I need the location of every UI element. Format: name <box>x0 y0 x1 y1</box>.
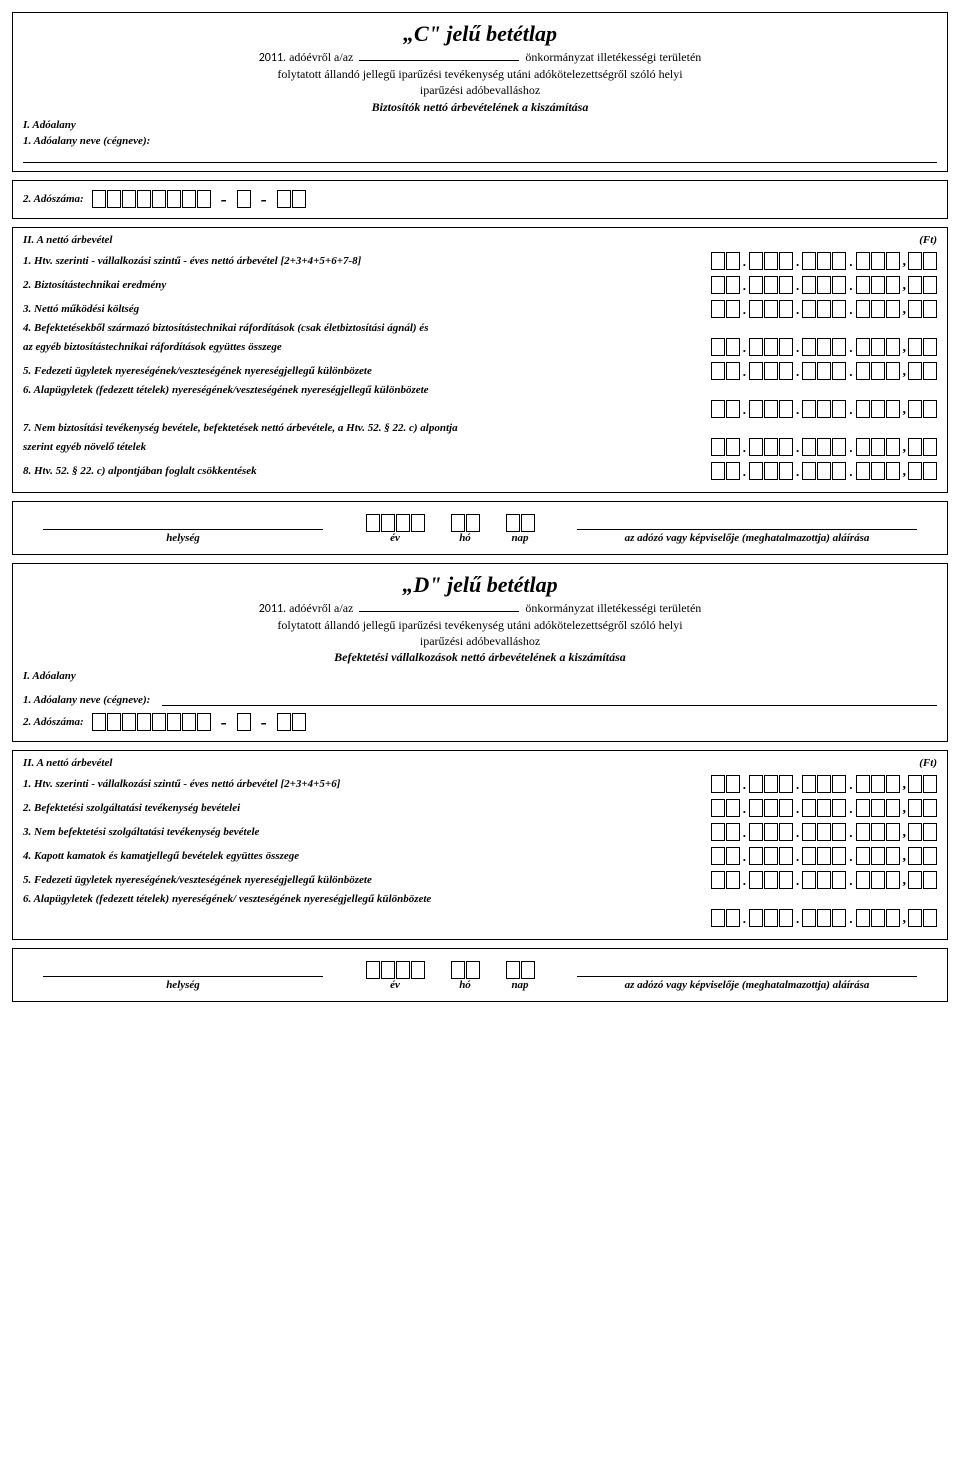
formC-name-input[interactable] <box>23 149 937 163</box>
formC-row2: 2. Biztosítástechnikai eredmény ..., <box>23 274 937 296</box>
formD-subtitle: Befektetési vállalkozások nettó árbevéte… <box>334 650 626 664</box>
formC-row3: 3. Nettó működési költség ..., <box>23 298 937 320</box>
formD-row4: 4. Kapott kamatok és kamatjellegű bevéte… <box>23 845 937 867</box>
formC-row4a: 4. Befektetésekből származó biztosításte… <box>23 322 937 334</box>
formC-section-II: II. A nettó árbevétel (Ft) 1. Htv. szeri… <box>12 227 948 493</box>
formD-row5: 5. Fedezeti ügyletek nyereségének/veszte… <box>23 869 937 891</box>
blank-onkormanyzat[interactable] <box>359 50 519 61</box>
dash: - <box>221 189 227 210</box>
formC-I1-label: 1. Adóalany neve (cégneve): <box>23 135 937 147</box>
formD-title: „D" jelű betétlap <box>23 572 937 598</box>
blank-onkormanyzat-d[interactable] <box>359 601 519 612</box>
formD-name-input[interactable] <box>162 692 937 706</box>
signature-line[interactable] <box>577 516 917 530</box>
formD-footer: helység év hó nap az adózó vagy képvisel… <box>12 948 948 1002</box>
formC-year: 2011. <box>259 51 286 65</box>
formD-II-unit: (Ft) <box>919 757 937 769</box>
formC-title: „C" jelű betétlap <box>23 21 937 47</box>
formD-row6b: ..., <box>23 907 937 929</box>
formD-row2: 2. Befektetési szolgáltatási tevékenység… <box>23 797 937 819</box>
formC-row4b: az egyéb biztosítástechnikai ráfordításo… <box>23 336 937 358</box>
formD-section-II: II. A nettó árbevétel (Ft) 1. Htv. szeri… <box>12 750 948 940</box>
ho-cells[interactable] <box>451 514 480 532</box>
formC-row6a: 6. Alapügyletek (fedezett tételek) nyere… <box>23 384 937 396</box>
formC-I2-label: 2. Adószáma: <box>23 193 84 205</box>
signature-line-d[interactable] <box>577 963 917 977</box>
formD-I2-label: 2. Adószáma: <box>23 716 84 728</box>
formC-row8: 8. Htv. 52. § 22. c) alpontjában foglalt… <box>23 460 937 482</box>
formD-row6a: 6. Alapügyletek (fedezett tételek) nyere… <box>23 893 937 905</box>
formD-intro: 2011. adóévről a/az önkormányzat illeték… <box>23 600 937 666</box>
helyseg-input-d[interactable] <box>43 963 323 977</box>
formC-row6b: ..., <box>23 398 937 420</box>
formC-row5: 5. Fedezeti ügyletek nyereségének/veszte… <box>23 360 937 382</box>
adoszam-cells[interactable] <box>92 190 211 208</box>
formC-intro: 2011. adóévről a/az önkormányzat illeték… <box>23 49 937 115</box>
formC-header: „C" jelű betétlap 2011. adóévről a/az ön… <box>12 12 948 172</box>
nap-cells[interactable] <box>506 514 535 532</box>
formC-row1: 1. Htv. szerinti - vállalkozási szintű -… <box>23 250 937 272</box>
formC-II-label: II. A nettó árbevétel <box>23 234 112 246</box>
formC-row7b: szerint egyéb növelő tételek ..., <box>23 436 937 458</box>
formD-header: „D" jelű betétlap 2011. adóévről a/az ön… <box>12 563 948 742</box>
formD-row1: 1. Htv. szerinti - vállalkozási szintű -… <box>23 773 937 795</box>
formC-II-unit: (Ft) <box>919 234 937 246</box>
formD-row3: 3. Nem befektetési szolgáltatási tevéken… <box>23 821 937 843</box>
formC-subtitle: Biztosítók nettó árbevételének a kiszámí… <box>372 100 589 114</box>
formC-I-label: I. Adóalany <box>23 119 937 131</box>
formC-adoszam-block: 2. Adószáma: - - <box>12 180 948 219</box>
formC-row7a: 7. Nem biztosítási tevékenység bevétele,… <box>23 422 937 434</box>
formC-footer: helység év hó nap az adózó vagy képvisel… <box>12 501 948 555</box>
helyseg-input[interactable] <box>43 516 323 530</box>
formD-I-label: I. Adóalany <box>23 670 937 682</box>
formD-II-label: II. A nettó árbevétel <box>23 757 112 769</box>
ev-cells[interactable] <box>366 514 425 532</box>
